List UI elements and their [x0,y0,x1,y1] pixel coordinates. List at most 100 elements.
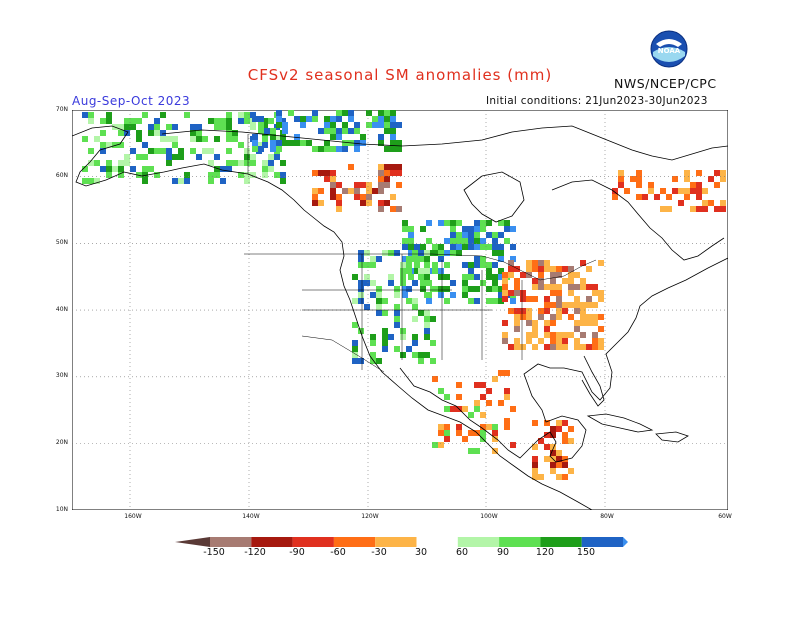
anomaly-cell [250,160,256,166]
anomaly-cell [498,256,504,262]
anomaly-cell [406,286,412,292]
anomaly-cell [154,124,160,130]
anomaly-cell [270,134,276,140]
anomaly-cell [462,262,468,268]
anomaly-cell [244,112,250,118]
anomaly-cell [508,266,514,272]
anomaly-cell [252,140,258,146]
anomaly-cell [498,370,504,376]
anomaly-cell [172,124,178,130]
anomaly-cell [190,136,196,142]
anomaly-cell [592,332,598,338]
anomaly-cell [526,260,532,266]
anomaly-cell [532,260,538,266]
anomaly-cell [550,468,556,474]
anomaly-cell [538,260,544,266]
anomaly-cell [250,112,256,118]
anomaly-cell [418,268,424,274]
anomaly-cell [492,376,498,382]
anomaly-cell [550,444,556,450]
anomaly-cell [444,394,450,400]
anomaly-cell [642,194,648,200]
anomaly-cell [538,474,544,480]
anomaly-cell [498,400,504,406]
anomaly-cell [618,176,624,182]
anomaly-cell [586,302,592,308]
anomaly-cell [474,382,480,388]
anomaly-cell [400,274,406,280]
anomaly-cell [226,118,232,124]
anomaly-cell [280,172,286,178]
lon-label-120w: 120W [361,513,379,520]
political-borders [244,134,597,373]
anomaly-cell [214,118,220,124]
anomaly-cell [474,400,480,406]
anomaly-cell [474,256,480,262]
anomaly-cell [330,182,336,188]
anomaly-cell [406,262,412,268]
anomaly-cell [474,298,480,304]
anomaly-cell [378,182,384,188]
anomaly-cell [280,178,286,184]
anomaly-cell [336,128,342,134]
anomaly-cell [468,232,474,238]
anomaly-cell [406,346,412,352]
anomaly-cell [106,112,112,118]
anomaly-cell [382,298,388,304]
anomaly-cell [456,250,462,256]
anomaly-cell [178,154,184,160]
anomaly-cell [598,296,604,302]
anomaly-cell [214,154,220,160]
anomaly-cell [598,326,604,332]
anomaly-cell [408,232,414,238]
anomaly-cell [312,194,318,200]
colorbar-swatch [581,537,623,547]
anomaly-cell [450,406,456,412]
colorbar-triangle-high [623,537,628,547]
anomaly-cell [154,148,160,154]
anomaly-cell [486,262,492,268]
anomaly-cell [498,298,504,304]
anomaly-cell [456,430,462,436]
anomaly-cell [390,194,396,200]
anomaly-cell [280,118,286,124]
anomaly-cell [498,244,504,250]
anomaly-cell [358,358,364,364]
anomaly-cell [532,266,538,272]
anomaly-cell [418,358,424,364]
anomaly-cell [358,292,364,298]
anomaly-cell [378,176,384,182]
anomaly-cell [568,438,574,444]
initial-conditions: Initial conditions: 21Jun2023-30Jun2023 [486,95,708,107]
anomaly-cell [220,118,226,124]
anomaly-cell [358,298,364,304]
anomaly-cell [574,308,580,314]
anomaly-cell [690,182,696,188]
anomaly-cell [592,302,598,308]
anomaly-cell [312,170,318,176]
anomaly-cell [538,338,544,344]
anomaly-cell [360,194,366,200]
anomaly-cell [88,118,94,124]
anomaly-cell [88,178,94,184]
anomaly-cell [244,178,250,184]
anomaly-cell [288,140,294,146]
anomaly-cell [480,424,486,430]
anomaly-cell [396,170,402,176]
anomaly-cell [378,200,384,206]
anomaly-cell [592,320,598,326]
anomaly-cell [456,394,462,400]
anomaly-cell [382,340,388,346]
anomaly-cell [526,320,532,326]
anomaly-cell [160,112,166,118]
anomaly-cell [282,122,288,128]
anomaly-cell [562,438,568,444]
anomaly-cell [318,146,324,152]
anomaly-cell [498,268,504,274]
anomaly-cell [526,272,532,278]
anomaly-cell [358,250,364,256]
anomaly-cell [720,200,726,206]
anomaly-cell [498,292,504,298]
anomaly-cell [396,140,402,146]
anomaly-cell [568,468,574,474]
